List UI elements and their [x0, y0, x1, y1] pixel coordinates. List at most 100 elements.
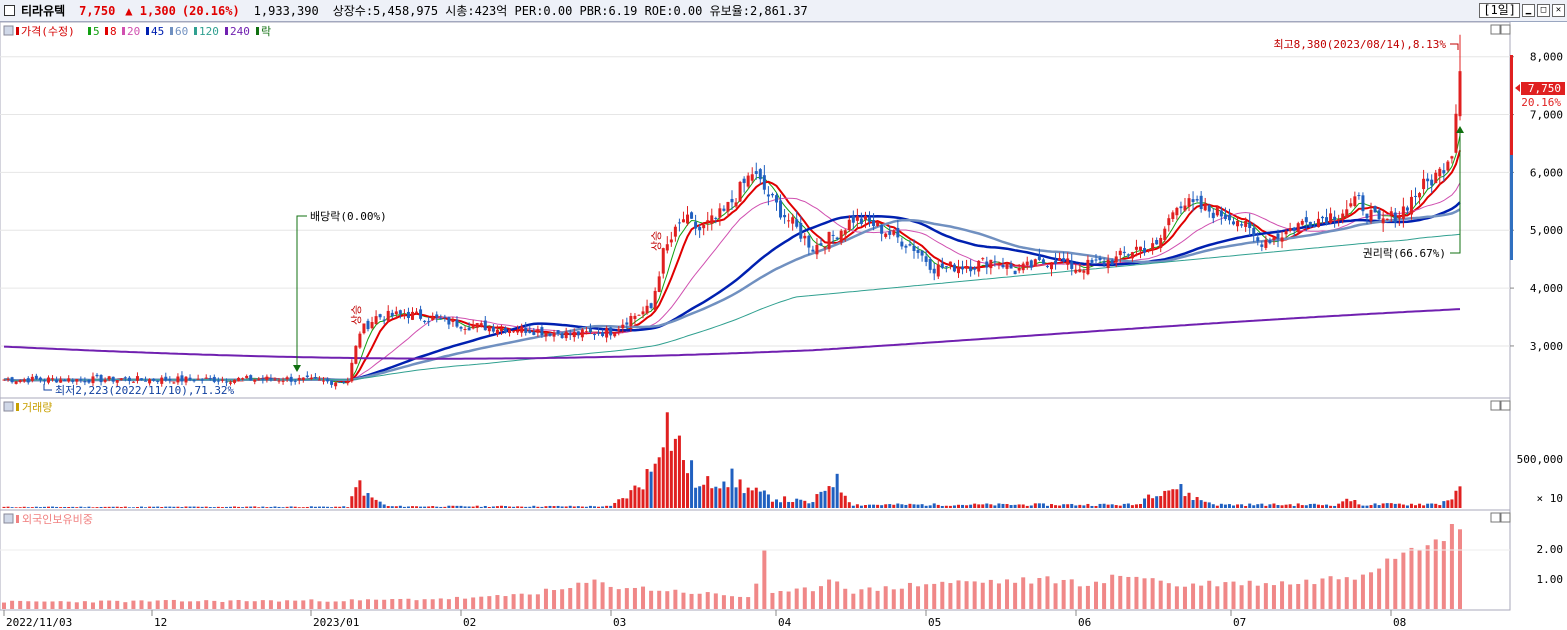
foreign-bar: [851, 593, 856, 609]
volume-bar: [835, 473, 839, 508]
maximize-icon[interactable]: □: [1537, 4, 1550, 17]
volume-bar: [204, 506, 208, 508]
candle-body: [520, 326, 524, 333]
volume-bar: [564, 506, 568, 508]
volume-bar: [123, 506, 127, 508]
volume-bar: [738, 479, 742, 508]
foreign-bar: [1182, 586, 1187, 609]
volume-bar: [87, 506, 91, 508]
candle-body: [281, 380, 285, 382]
period-selector[interactable]: [1일]: [1479, 3, 1520, 18]
candle-body: [144, 380, 148, 382]
volume-bar: [1054, 505, 1058, 508]
candle-body: [152, 378, 156, 381]
foreign-bar: [535, 594, 540, 609]
candle-body: [1086, 259, 1090, 275]
candle-body: [823, 247, 827, 249]
volume-bar: [1312, 503, 1316, 508]
minimize-icon[interactable]: ▁: [1522, 4, 1535, 17]
candle-body: [1029, 260, 1033, 268]
volume-bar: [261, 506, 265, 508]
volume-panel-toggle-icon[interactable]: [3, 401, 14, 412]
foreign-bar: [916, 586, 921, 609]
candle-body: [26, 378, 30, 383]
foreign-bar: [746, 597, 751, 609]
foreign-bar: [713, 593, 718, 609]
candle-body: [900, 241, 904, 247]
volume-bar: [297, 507, 301, 508]
candle-body: [140, 378, 144, 380]
foreign-bar: [1207, 580, 1212, 609]
volume-bar: [463, 506, 467, 508]
volume-bar: [245, 506, 249, 508]
foreign-bar: [689, 593, 694, 609]
volume-bar: [932, 503, 936, 508]
candle-body: [330, 380, 334, 385]
candle-body: [512, 331, 516, 333]
volume-bar: [863, 505, 867, 508]
volume-bar: [916, 504, 920, 508]
candle-body: [657, 276, 661, 293]
volume-bar: [977, 504, 981, 508]
candle-body: [111, 376, 115, 382]
candle-body: [79, 379, 83, 381]
panel-close-icon[interactable]: [1500, 24, 1511, 35]
legend-marker: [122, 27, 125, 35]
candle-body: [613, 332, 617, 337]
volume-close-icon[interactable]: [1500, 400, 1511, 411]
candle-body: [932, 268, 936, 274]
candle-body: [241, 378, 245, 380]
foreign-close-icon[interactable]: [1500, 512, 1511, 523]
volume-bar: [1009, 505, 1013, 508]
foreign-bar: [1199, 585, 1204, 609]
candle-body: [342, 381, 346, 383]
volume-bar: [823, 490, 827, 508]
volume-bar: [285, 506, 289, 508]
candle-body: [1143, 248, 1147, 253]
volume-bar: [1029, 505, 1033, 508]
candle-body: [95, 374, 99, 377]
candle-body: [661, 248, 665, 274]
foreign-bar: [1425, 545, 1430, 609]
candle-body: [443, 316, 447, 318]
volume-bar: [1183, 496, 1187, 508]
candle-body: [827, 231, 831, 250]
volume-bar: [1292, 505, 1296, 508]
volume-bar: [366, 493, 370, 508]
foreign-bar: [730, 596, 734, 609]
volume-minimize-icon[interactable]: [1490, 400, 1501, 411]
candle-body: [289, 376, 293, 382]
select-checkbox[interactable]: [4, 5, 15, 16]
volume-bar: [127, 507, 131, 508]
foreign-bar: [1110, 574, 1115, 609]
close-icon[interactable]: ✕: [1552, 4, 1565, 17]
legend-marker: [105, 27, 108, 35]
foreign-bar: [309, 599, 314, 609]
foreign-minimize-icon[interactable]: [1490, 512, 1501, 523]
candle-body: [548, 334, 552, 336]
candle-body: [556, 330, 560, 334]
volume-bar: [548, 505, 552, 508]
legend-label: 가격(수정): [21, 25, 75, 38]
candle-body: [754, 171, 758, 174]
volume-bar: [305, 506, 309, 508]
foreign-bar: [212, 600, 217, 609]
volume-bar: [342, 506, 346, 508]
volume-bar: [1236, 504, 1240, 508]
volume-bar: [192, 506, 196, 508]
foreign-panel-toggle-icon[interactable]: [3, 513, 14, 524]
rights-annotation: 권리락(66.67%): [1363, 247, 1446, 260]
volume-bar: [1256, 504, 1260, 508]
foreign-bar: [34, 601, 39, 609]
candle-body: [742, 178, 746, 184]
candle-body: [888, 231, 892, 235]
panel-minimize-icon[interactable]: [1490, 24, 1501, 35]
volume-bar: [1118, 505, 1122, 508]
volume-bar: [912, 504, 916, 508]
volume-bar: [30, 507, 34, 508]
candle-body: [1001, 264, 1005, 268]
volume-bar: [479, 506, 483, 508]
candle-body: [253, 379, 257, 382]
foreign-bar: [349, 599, 354, 609]
